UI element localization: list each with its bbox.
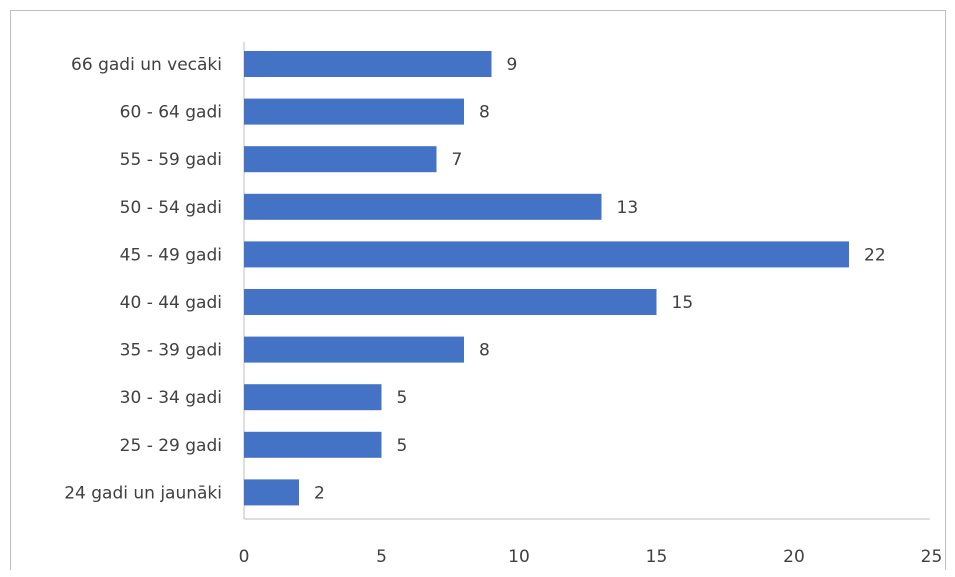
category-label: 35 - 39 gadi	[120, 341, 222, 361]
bar	[244, 146, 437, 173]
bar	[244, 51, 492, 77]
bar	[244, 289, 657, 315]
x-tick-label: 5	[376, 547, 387, 567]
category-label: 30 - 34 gadi	[120, 388, 222, 408]
bar	[244, 98, 464, 125]
value-label: 5	[397, 388, 408, 408]
category-label: 40 - 44 gadi	[120, 293, 222, 313]
category-label: 45 - 49 gadi	[120, 245, 222, 265]
bar	[244, 384, 382, 411]
category-label: 60 - 64 gadi	[120, 103, 222, 123]
category-label: 24 gadi un jaunāki	[64, 483, 222, 503]
x-tick-label: 20	[783, 547, 805, 567]
category-label: 50 - 54 gadi	[120, 198, 222, 218]
x-tick-label: 0	[239, 547, 250, 567]
value-label: 5	[397, 436, 408, 456]
category-label: 55 - 59 gadi	[120, 150, 222, 170]
x-tick-label: 25	[921, 547, 943, 567]
x-tick-label: 15	[646, 547, 668, 567]
x-tick-label: 10	[508, 547, 530, 567]
value-label: 15	[672, 293, 694, 313]
value-label: 9	[507, 55, 518, 75]
value-label: 8	[479, 341, 490, 361]
bar	[244, 431, 382, 458]
value-label: 8	[479, 103, 490, 123]
value-label: 7	[452, 150, 463, 170]
category-label: 25 - 29 gadi	[120, 436, 222, 456]
value-label: 13	[617, 198, 639, 218]
category-label: 66 gadi un vecāki	[71, 55, 222, 75]
bar	[244, 479, 299, 506]
chart-frame	[10, 10, 946, 570]
value-label: 2	[314, 483, 325, 503]
bar	[244, 193, 602, 220]
bar	[244, 241, 849, 268]
value-label: 22	[864, 245, 886, 265]
bar	[244, 336, 464, 363]
